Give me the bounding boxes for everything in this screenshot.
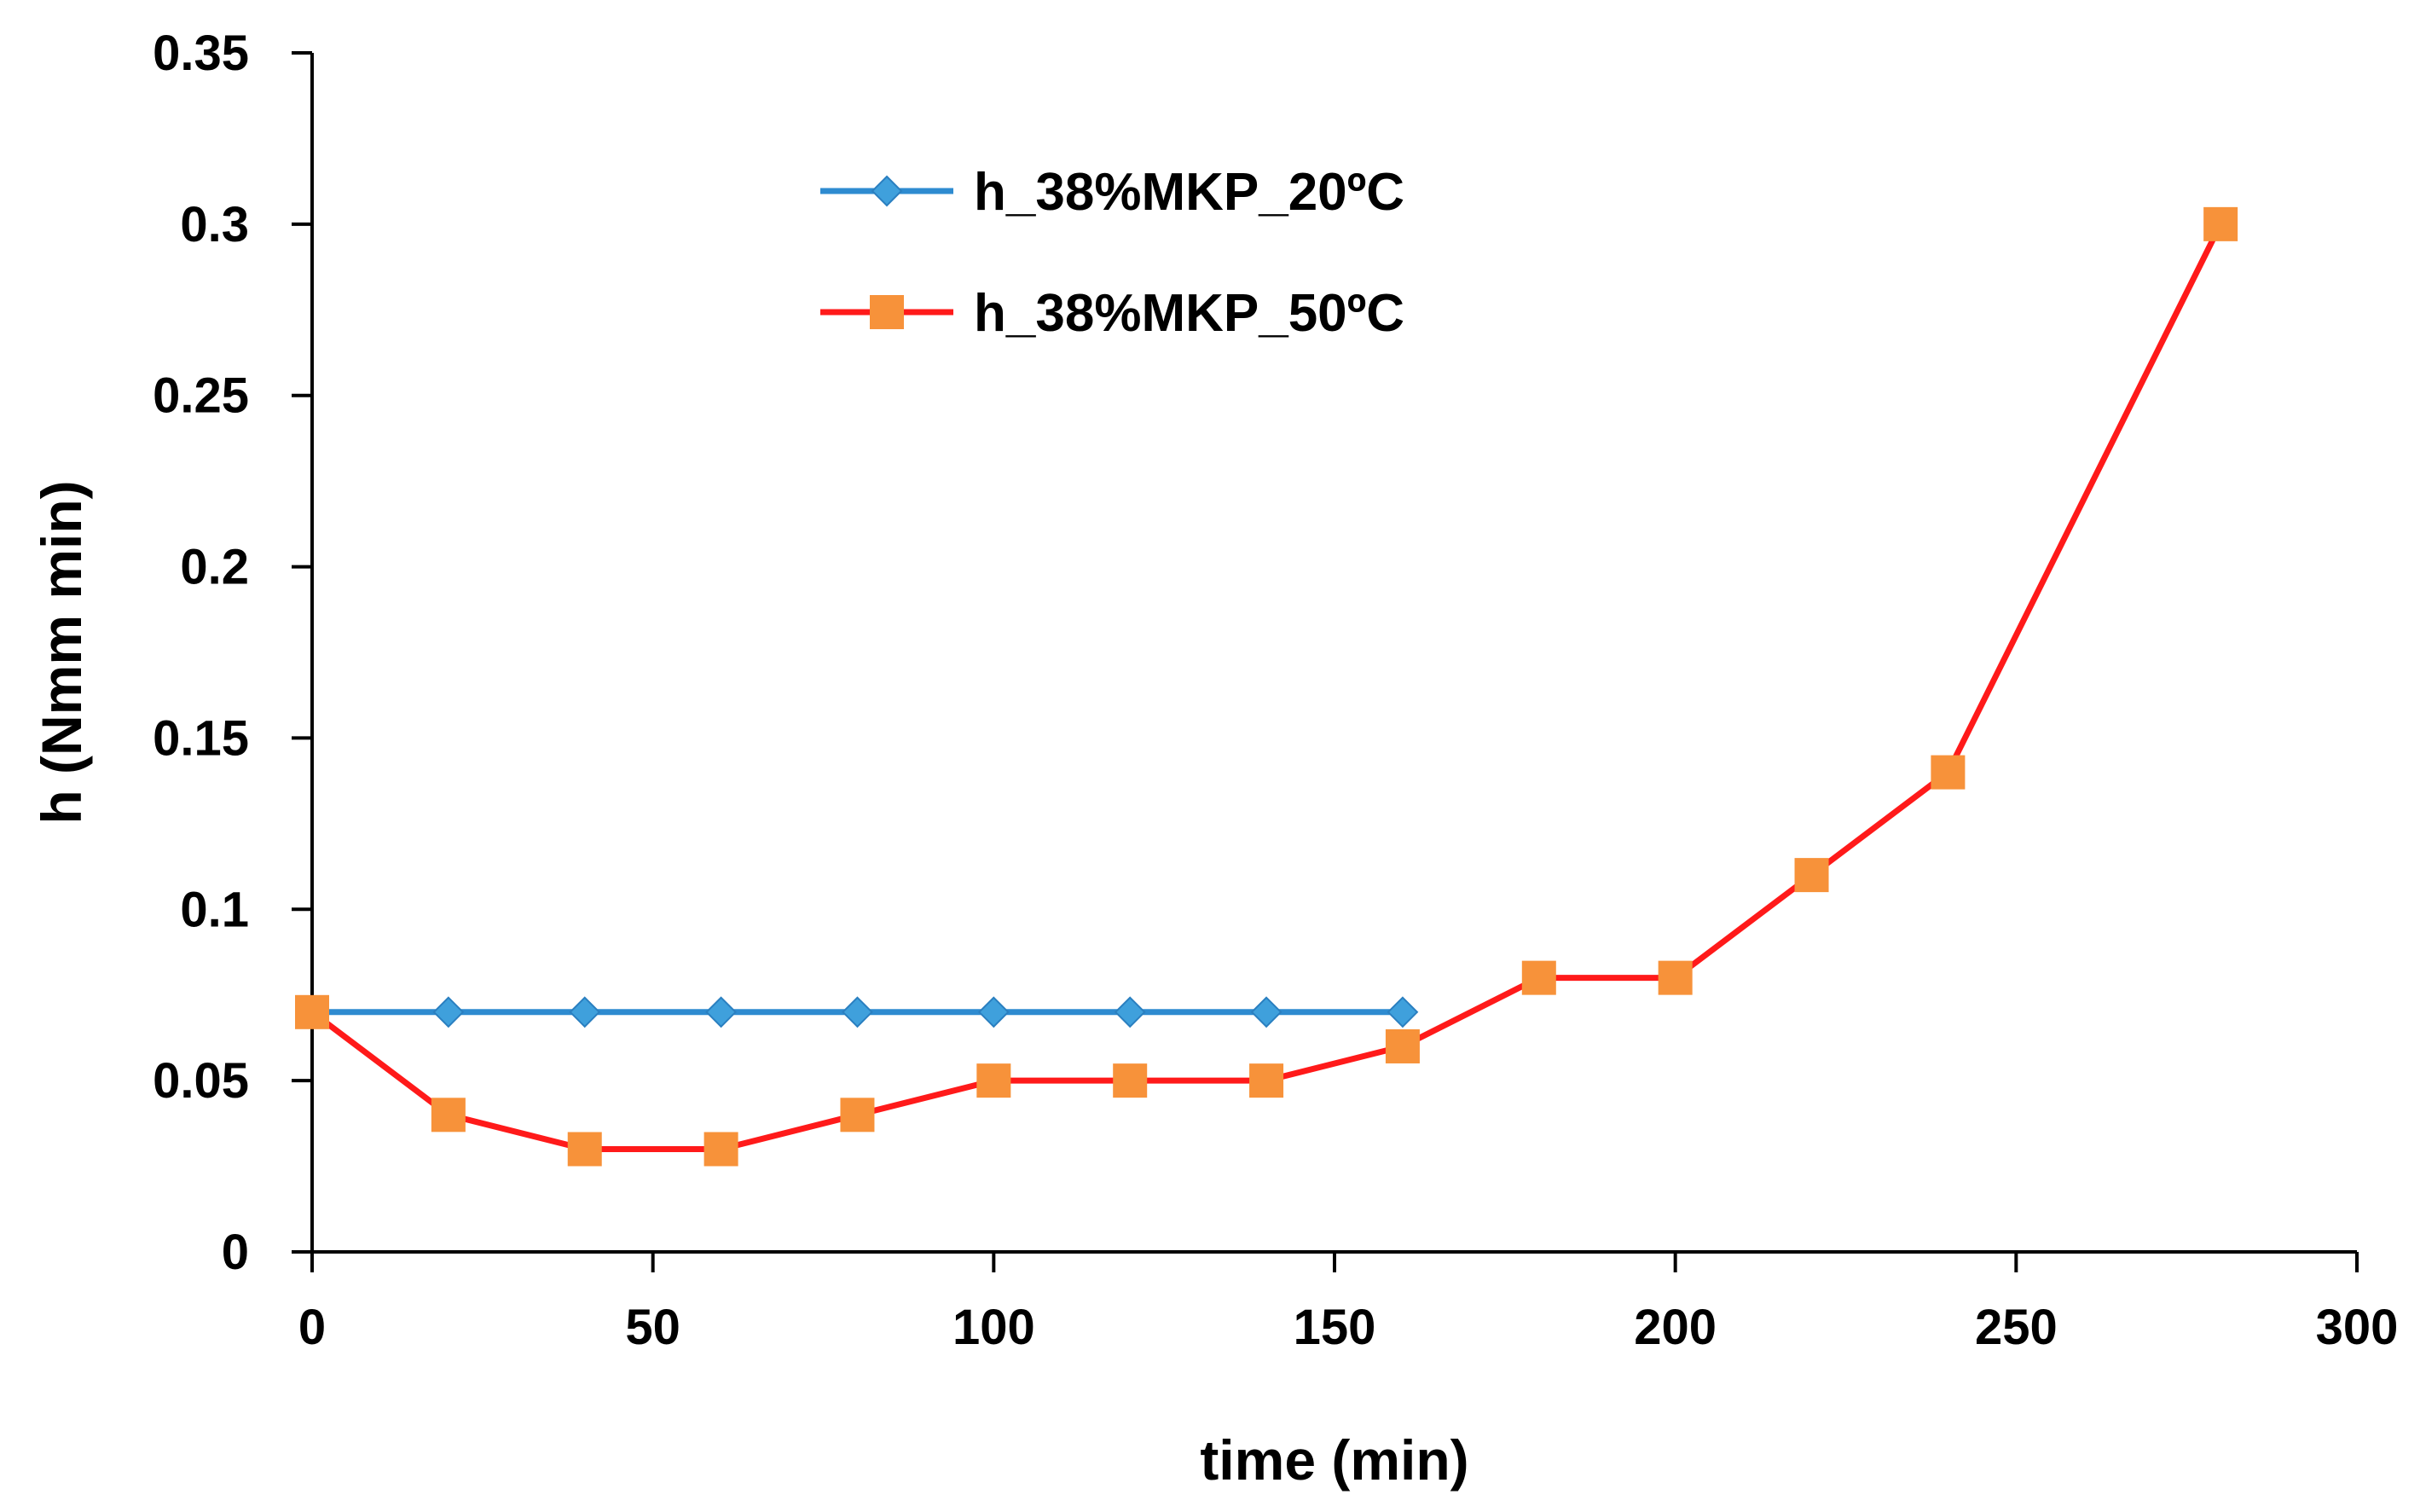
y-tick-label: 0.25 [153,368,249,424]
x-tick-label: 0 [298,1300,326,1355]
series-2-point [1521,960,1556,995]
series-2-point [1385,1028,1420,1063]
series-1-point [705,996,738,1028]
y-tick-label: 0.15 [153,710,249,766]
y-tick-label: 0.05 [153,1053,249,1109]
y-tick-label: 0.3 [180,197,249,252]
chart-legend: h_38%MKP_20ºC h_38%MKP_50ºC [820,163,1404,343]
series-1-point [1387,996,1419,1028]
legend-label: h_38%MKP_50ºC [974,284,1404,343]
x-tick-label: 200 [1634,1300,1717,1355]
y-tick-label: 0.35 [153,26,249,81]
chart-ticks: 0 0.05 0.1 0.15 0.2 0.25 0.3 0.35 0 50 100 150 200 25… [153,26,2398,1355]
series-1-point [842,996,873,1028]
series-2-point [295,994,329,1029]
series-2-point [703,1132,738,1167]
series-2-line [310,223,2224,1152]
legend-label: h_38%MKP_20ºC [974,163,1404,222]
series-1 [296,996,1419,1028]
y-tick-label: 0.2 [180,540,249,595]
legend-marker [871,175,903,207]
x-axis-title: time (min) [1200,1428,1468,1492]
series-2-point [1113,1063,1148,1098]
series-1-point [977,996,1010,1028]
x-tick-label: 250 [1975,1300,2058,1355]
series-1-point [1114,996,1146,1028]
series-1-point [569,996,601,1028]
series-2-point [1794,858,1829,893]
x-tick-label: 100 [952,1300,1035,1355]
y-tick-label: 0.1 [180,882,249,937]
legend-marker [870,295,904,329]
x-tick-label: 150 [1294,1300,1376,1355]
series-2-point [567,1132,602,1167]
series-2-point [2203,206,2238,241]
chart-axes [310,53,2357,1254]
y-axis-title: h (Nmm min) [30,480,93,824]
series-2 [295,206,2238,1167]
series-2-point [1931,755,1966,790]
series-2-point [1249,1063,1284,1098]
legend-item-2: h_38%MKP_50ºC [820,284,1404,343]
series-2-point [840,1098,875,1133]
series-1-point [1250,996,1282,1028]
x-tick-label: 50 [625,1300,680,1355]
series-1-point [432,996,465,1028]
y-tick-label: 0 [222,1225,249,1280]
series-2-point [1658,960,1693,995]
series-2-point [976,1063,1011,1098]
series-2-point [431,1098,466,1133]
legend-item-1: h_38%MKP_20ºC [820,163,1404,222]
x-tick-label: 300 [2316,1300,2399,1355]
chart-series [295,206,2238,1167]
